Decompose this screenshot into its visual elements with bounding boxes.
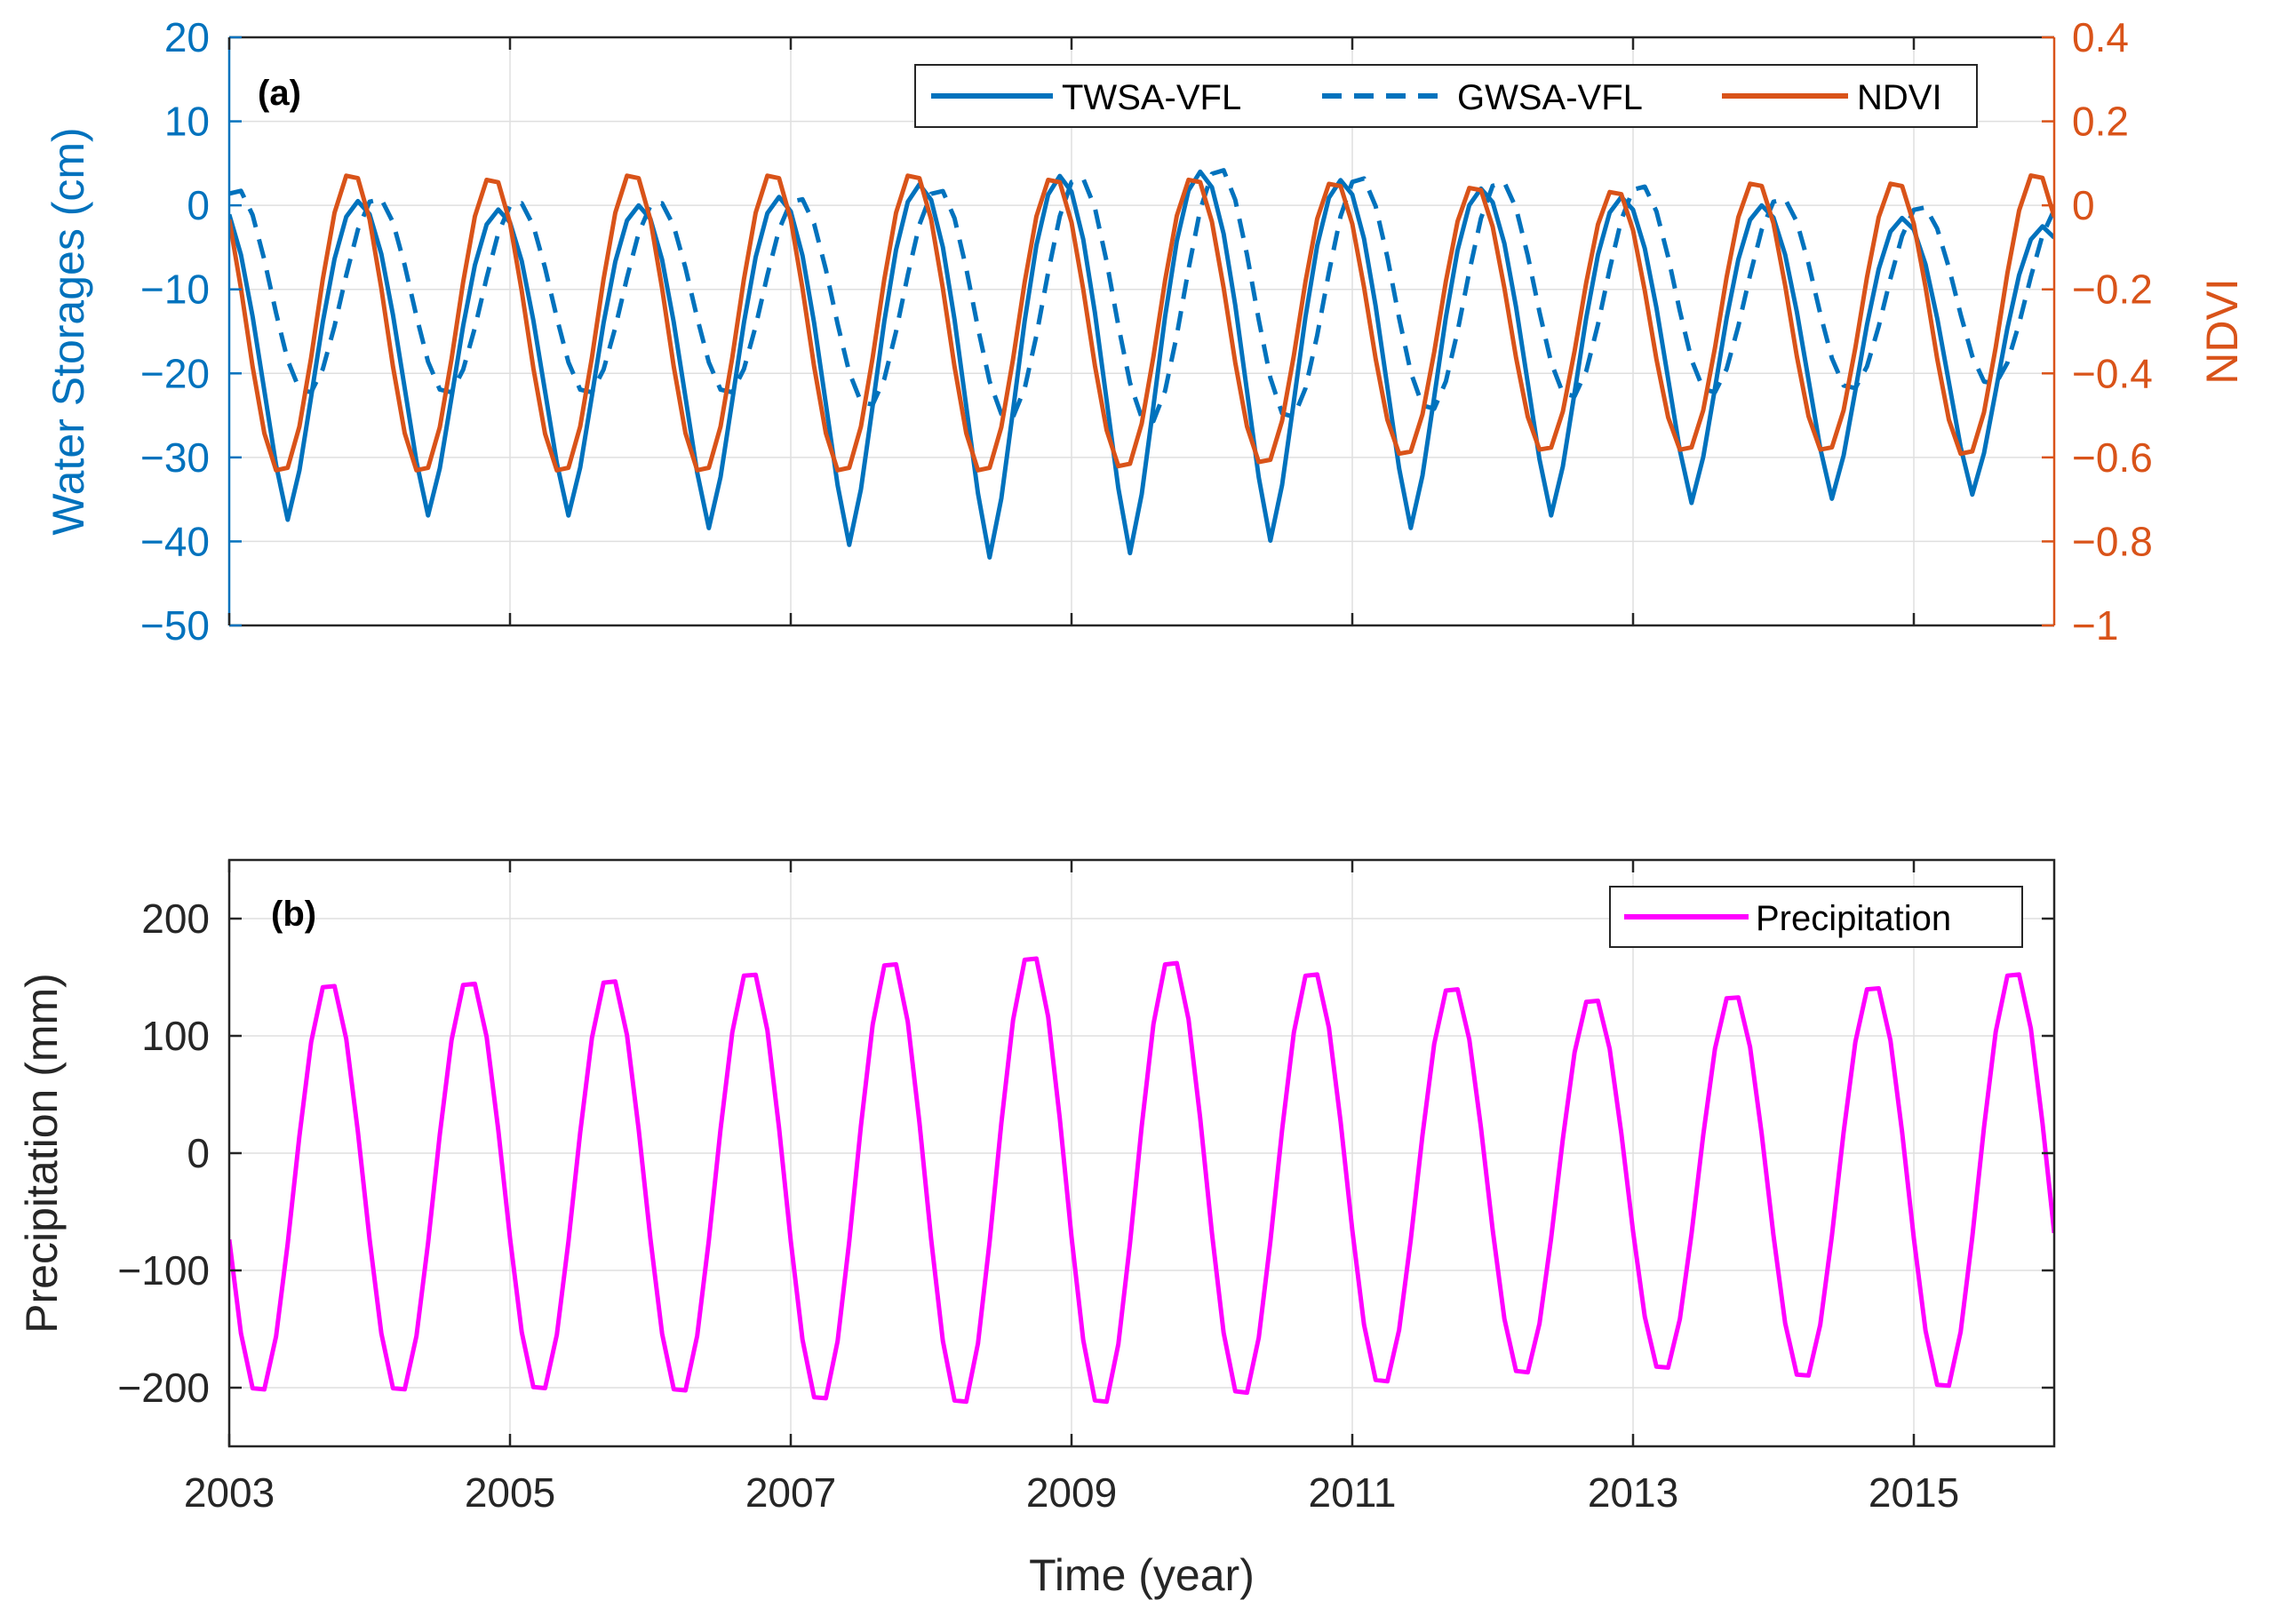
panel-b-x-tick-label: 2015 — [1869, 1469, 1959, 1516]
panel-b: 200 100 0 −100 −200 2003 2005 2007 2009 2011 2013… — [17, 858, 2056, 1600]
panel-b-y-tick-label: −100 — [117, 1247, 210, 1294]
panel-a-right-ticks: 0.4 0.2 0 −0.2 −0.4 −0.6 −0.8 −1 — [2042, 14, 2153, 649]
panel-a-left-tick-label: −10 — [140, 267, 210, 313]
panel-a-right-tick-label: 0.2 — [2072, 99, 2129, 145]
panel-b-y-ticks: 200 100 0 −100 −200 — [117, 896, 2054, 1411]
panel-a-right-tick-label: 0.4 — [2072, 14, 2129, 60]
panel-a-ylabel: Water Storages (cm) — [44, 127, 93, 535]
legend-ndvi-label: NDVI — [1857, 78, 1942, 117]
panel-a-label: (a) — [258, 74, 301, 113]
panel-a-left-ticks: 20 10 0 −10 −20 −30 −40 −50 — [140, 14, 242, 649]
panel-a-right-tick-label: −0.6 — [2072, 434, 2153, 481]
panel-b-x-tick-label: 2009 — [1026, 1469, 1117, 1516]
series-precipitation-line — [229, 956, 2054, 1405]
panel-b-x-ticks: 2003 2005 2007 2009 2011 2013 2015 — [184, 860, 1959, 1516]
panel-a-left-tick-label: −30 — [140, 434, 210, 481]
panel-a-right-tick-label: 0 — [2072, 182, 2095, 228]
panel-b-x-tick-label: 2005 — [465, 1469, 555, 1516]
panel-a-left-tick-label: −20 — [140, 350, 210, 396]
panel-a-x-ticks — [227, 37, 1916, 625]
panel-a-series — [229, 168, 2054, 560]
panel-a-left-tick-label: −40 — [140, 518, 210, 564]
panel-a-left-tick-label: 0 — [187, 182, 210, 228]
legend-precip-label: Precipitation — [1756, 899, 1951, 938]
panel-b-x-tick-label: 2011 — [1309, 1469, 1397, 1516]
panel-a-left-tick-label: 20 — [164, 14, 210, 60]
series-twsa-vfl-line — [229, 169, 2054, 560]
legend-twsa-label: TWSA-VFL — [1062, 78, 1241, 117]
legend-gwsa-label: GWSA-VFL — [1457, 78, 1643, 117]
panel-b-x-tick-label: 2003 — [184, 1469, 275, 1516]
panel-b-x-tick-label: 2013 — [1588, 1469, 1678, 1516]
panel-a-right-tick-label: −0.4 — [2072, 350, 2153, 396]
panel-b-series — [229, 956, 2054, 1405]
panel-b-label: (b) — [271, 895, 316, 934]
panel-a-left-tick-label: −50 — [140, 602, 210, 649]
panel-b-y-tick-label: 100 — [141, 1013, 210, 1059]
panel-b-ylabel: Precipitation (mm) — [17, 973, 67, 1333]
panel-b-y-tick-label: 200 — [141, 896, 210, 942]
panel-a-right-tick-label: −0.2 — [2072, 267, 2153, 313]
panel-a: 20 10 0 −10 −20 −30 −40 −50 0.4 0.2 0 −0.2 −0.4 −0.6… — [44, 14, 2247, 649]
panel-b-grid — [228, 860, 2054, 1446]
panel-a-legend: TWSA-VFL GWSA-VFL NDVI — [914, 64, 1978, 128]
panel-b-x-tick-label: 2007 — [745, 1469, 836, 1516]
series-gwsa-vfl-line — [229, 168, 2054, 424]
panel-b-y-tick-label: 0 — [187, 1130, 210, 1176]
panel-b-legend: Precipitation — [1609, 886, 2023, 948]
panel-a-right-tick-label: −0.8 — [2072, 518, 2153, 564]
panel-a-left-tick-label: 10 — [164, 99, 210, 145]
panel-a-right-tick-label: −1 — [2072, 602, 2118, 649]
panel-b-y-tick-label: −200 — [117, 1365, 210, 1411]
panel-b-xlabel: Time (year) — [1029, 1550, 1255, 1600]
series-ndvi-line — [229, 173, 2054, 473]
panel-a-ylabel-right: NDVI — [2197, 278, 2247, 384]
